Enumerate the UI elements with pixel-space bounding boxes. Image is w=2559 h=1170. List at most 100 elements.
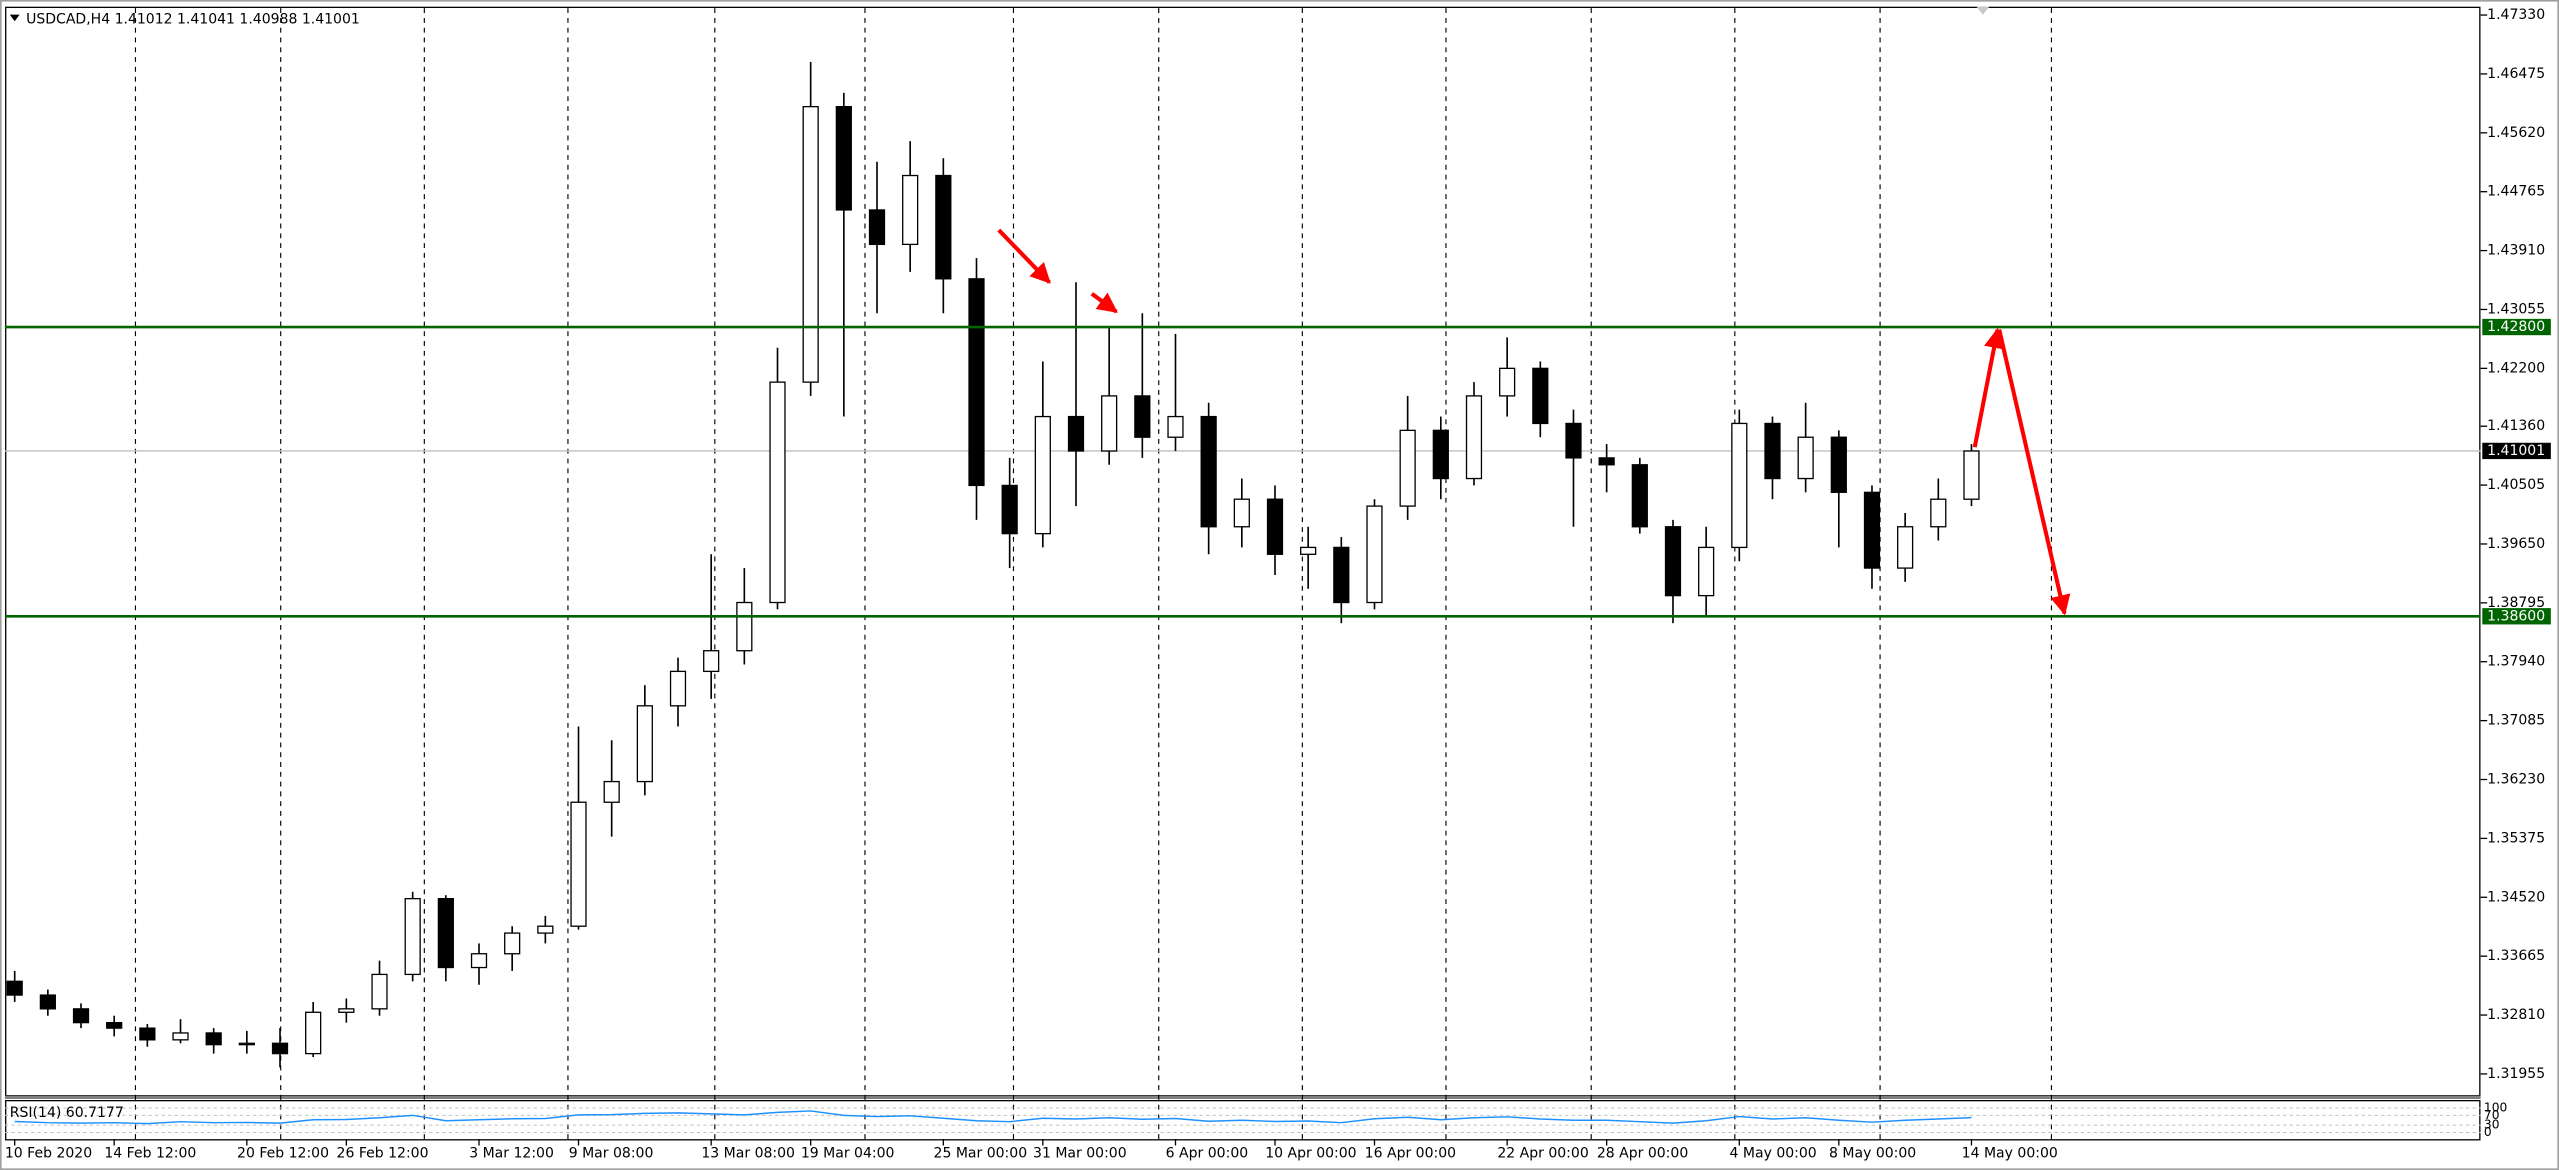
- candle-body: [1863, 491, 1881, 569]
- y-tick-label: 1.32810: [2487, 1007, 2545, 1023]
- x-tick-label: 6 Apr 00:00: [1166, 1146, 1248, 1162]
- candle-body: [271, 1042, 289, 1055]
- candle-body: [603, 780, 620, 803]
- rsi-line: [14, 1110, 1972, 1125]
- candle-body: [504, 932, 521, 955]
- candle-body: [1797, 436, 1814, 480]
- price-tag: [2482, 442, 2551, 460]
- x-tick-label: 9 Mar 08:00: [569, 1146, 654, 1162]
- candle-body: [769, 381, 786, 604]
- candle-body: [1399, 429, 1416, 507]
- candle-body: [1598, 457, 1615, 466]
- x-tick-label: 13 Mar 08:00: [701, 1146, 795, 1162]
- candle-body: [570, 801, 587, 927]
- y-tick-label: 1.42200: [2487, 360, 2545, 376]
- x-tick-label: 10 Feb 2020: [5, 1146, 92, 1162]
- candle-body: [1465, 395, 1483, 480]
- grid: 1.47330 1.46475 1.45620 1.44765 1.43910 1.430…: [5, 7, 2551, 1162]
- candle-body: [1067, 415, 1085, 452]
- x-tick-label: 26 Feb 12:00: [337, 1146, 429, 1162]
- marks: 1.42800 1.38600: [4, 61, 2551, 1125]
- candle-body: [537, 925, 554, 934]
- arrow: [1972, 327, 2005, 448]
- chart-title: USDCAD,H4 1.41012 1.41041 1.40988 1.4100…: [26, 12, 360, 28]
- x-tick-label: 20 Feb 12:00: [237, 1146, 329, 1162]
- rsi-tick-label: 100: [2484, 1100, 2507, 1114]
- candle-body: [1333, 546, 1350, 604]
- level-tag: [2482, 608, 2551, 625]
- rsi-panel: [5, 1099, 2481, 1141]
- candle-body: [1963, 450, 1980, 500]
- x-tick-label: 19 Mar 04:00: [801, 1146, 895, 1162]
- x-tick-label: 4 May 00:00: [1730, 1146, 1817, 1162]
- candle-body: [1830, 436, 1847, 493]
- y-tick-label: 1.31955: [2487, 1066, 2545, 1082]
- x-tick-label: 16 Apr 00:00: [1365, 1146, 1456, 1162]
- price-tag-label: 1.41001: [2487, 443, 2545, 459]
- y-tick-label: 1.36230: [2487, 772, 2545, 788]
- y-tick-label: 1.47330: [2487, 7, 2545, 23]
- candle-body: [1034, 415, 1051, 535]
- level-tag-label: 1.42800: [2487, 319, 2545, 335]
- candle-body: [1731, 422, 1748, 549]
- candle-body: [72, 1008, 90, 1024]
- arrow: [1997, 329, 2071, 616]
- rsi-title: RSI(14) 60.7177: [10, 1105, 124, 1121]
- x-tick-label: 10 Apr 00:00: [1265, 1146, 1356, 1162]
- x-tick-label: 14 May 00:00: [1962, 1146, 2058, 1162]
- candle-body: [39, 994, 56, 1010]
- candle-body: [835, 105, 852, 211]
- candle-body: [1664, 526, 1682, 597]
- y-tick-label: 1.43910: [2487, 243, 2545, 259]
- candle-body: [968, 278, 985, 487]
- candle-body: [669, 670, 687, 707]
- candle-body: [1565, 422, 1582, 459]
- x-tick-label: 3 Mar 12:00: [469, 1146, 554, 1162]
- candle-body: [1200, 415, 1217, 528]
- candle-body: [802, 105, 819, 383]
- candle-body: [902, 174, 919, 246]
- candle-body: [305, 1011, 322, 1055]
- annotations: [997, 228, 2071, 616]
- y-tick-label: 1.35375: [2487, 830, 2545, 846]
- x-tick-label: 25 Mar 00:00: [934, 1146, 1028, 1162]
- candle-body: [935, 174, 952, 280]
- rsi-tick-label: 0: [2484, 1125, 2492, 1139]
- candle-body: [238, 1042, 255, 1046]
- y-tick-label: 1.43055: [2487, 301, 2545, 317]
- y-tick-label: 1.46475: [2487, 66, 2545, 82]
- y-tick-label: 1.40505: [2487, 477, 2545, 493]
- candle-body: [1101, 395, 1118, 452]
- candle-body: [1134, 395, 1151, 438]
- y-tick-label: 1.37085: [2487, 713, 2545, 729]
- y-tick-label: 1.44765: [2487, 184, 2545, 200]
- level-tag: [2482, 318, 2551, 336]
- candle-body: [1499, 367, 1516, 397]
- candle-body: [437, 898, 454, 969]
- y-tick-label: 1.39650: [2487, 536, 2545, 552]
- level-tag-label: 1.38600: [2487, 608, 2545, 624]
- candle-body: [338, 1008, 355, 1013]
- x-tick-label: 31 Mar 00:00: [1033, 1146, 1127, 1162]
- arrow: [1090, 292, 1118, 314]
- candle-body: [6, 980, 23, 996]
- candle-body: [1930, 498, 1947, 528]
- candle-body: [1167, 415, 1184, 438]
- shift-marker: [1976, 6, 1990, 15]
- y-tick-label: 1.45620: [2487, 125, 2545, 141]
- arrow: [997, 228, 1051, 284]
- candle-body: [404, 898, 421, 976]
- x-tick-label: 28 Apr 00:00: [1597, 1146, 1688, 1162]
- candle-body: [1532, 367, 1549, 425]
- candle-body: [371, 973, 388, 1010]
- candle-body: [1366, 505, 1383, 604]
- y-tick-label: 1.38795: [2487, 595, 2545, 611]
- candle-body: [470, 953, 488, 969]
- candle-body: [1001, 484, 1018, 535]
- menu-triangle: [9, 14, 20, 22]
- candle-body: [139, 1027, 156, 1041]
- candle-body: [1432, 429, 1449, 480]
